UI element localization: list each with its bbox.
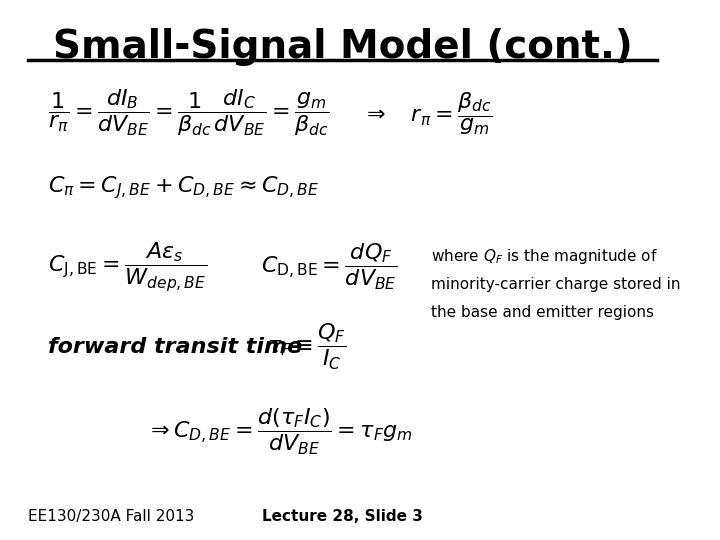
Text: $\Rightarrow \quad r_{\pi} = \dfrac{\beta_{dc}}{g_m}$: $\Rightarrow \quad r_{\pi} = \dfrac{\bet…	[362, 90, 493, 137]
Text: minority-carrier charge stored in: minority-carrier charge stored in	[431, 277, 680, 292]
Text: $C_{\pi} = C_{J,BE} + C_{D,BE} \approx C_{D,BE}$: $C_{\pi} = C_{J,BE} + C_{D,BE} \approx C…	[48, 174, 319, 201]
Text: EE130/230A Fall 2013: EE130/230A Fall 2013	[28, 509, 194, 524]
Text: Lecture 28, Slide 3: Lecture 28, Slide 3	[262, 509, 423, 524]
Text: $C_{\mathrm{J,BE}} = \dfrac{A\varepsilon_s}{W_{dep,BE}}$: $C_{\mathrm{J,BE}} = \dfrac{A\varepsilon…	[48, 241, 207, 294]
Text: where $Q_F$ is the magnitude of: where $Q_F$ is the magnitude of	[431, 247, 657, 266]
Text: $\Rightarrow C_{D,BE} = \dfrac{d(\tau_F I_C)}{dV_{BE}} = \tau_F g_m$: $\Rightarrow C_{D,BE} = \dfrac{d(\tau_F …	[146, 407, 413, 457]
Text: $\tau_F \equiv \dfrac{Q_F}{I_C}$: $\tau_F \equiv \dfrac{Q_F}{I_C}$	[267, 322, 346, 372]
Text: Small-Signal Model (cont.): Small-Signal Model (cont.)	[53, 28, 632, 66]
Text: the base and emitter regions: the base and emitter regions	[431, 305, 654, 320]
Text: forward transit time: forward transit time	[48, 337, 302, 357]
Text: $\dfrac{1}{r_{\pi}} = \dfrac{dI_B}{dV_{BE}} = \dfrac{1}{\beta_{dc}}\dfrac{dI_C}{: $\dfrac{1}{r_{\pi}} = \dfrac{dI_B}{dV_{B…	[48, 88, 330, 138]
Text: $C_{\mathrm{D,BE}} = \dfrac{dQ_F}{dV_{BE}}$: $C_{\mathrm{D,BE}} = \dfrac{dQ_F}{dV_{BE…	[261, 242, 397, 293]
